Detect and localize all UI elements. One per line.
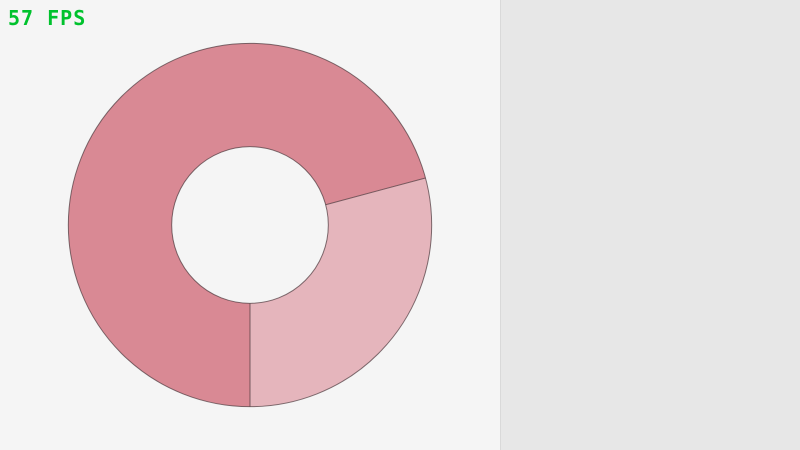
controls-panel: StartAngle -255.00 EndAngle 360.00 Inner…: [500, 0, 800, 450]
ring-chart: [67, 42, 433, 408]
fps-counter: 57 FPS: [8, 6, 87, 30]
